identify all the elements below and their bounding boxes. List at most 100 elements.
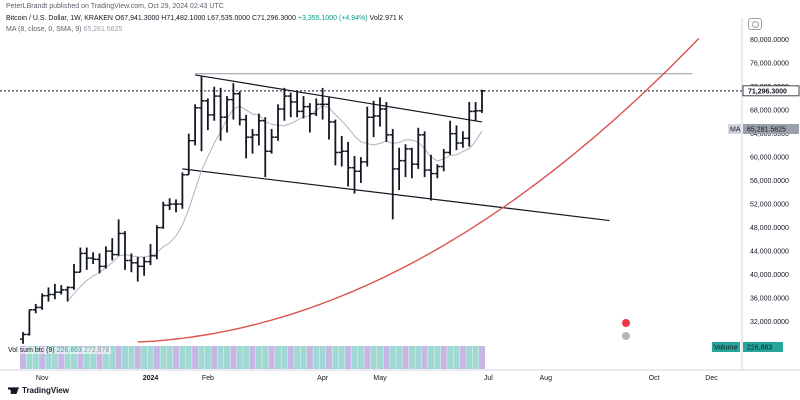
volume-badge-value: 226,863 [747,345,772,352]
ohlc-bar [236,91,243,126]
ohlc-bar [479,89,485,113]
volume-legend[interactable]: Vol sum btc (9) 226,863 272,978 [6,347,112,354]
volume-bar [326,346,332,369]
volume-bar [179,346,186,369]
channel-lines [0,73,742,222]
ohlc-bar [434,164,441,179]
volume-bar [109,346,116,369]
volume-bar [122,346,128,369]
ohlc-bar [402,144,409,178]
ohlc-bar [306,103,313,133]
ohlc-bar [58,285,65,295]
volume-bar [275,346,281,369]
volume-bars [20,346,485,369]
volume-bar [160,346,167,369]
volume-bar [383,346,390,369]
ohlc-bar [351,155,358,194]
ma-badge-value: 65,281.5625 [747,126,786,133]
ohlc-bar [77,247,84,273]
volume-bar [319,346,326,369]
tradingview-brand[interactable]: TradingView [8,386,69,395]
volume-bar [377,346,383,369]
ohlc-bar [20,332,26,344]
ohlc-bar [26,309,33,336]
volume-bar [128,346,135,369]
x-axis[interactable]: Nov 2024 Feb Apr May Jul Aug Oct Dec [36,375,718,382]
ohlc-bar [90,252,97,264]
ma-legend[interactable]: MA (8, close, 0, SMA, 9) 65,281.5625 [6,26,122,33]
ohlc-bar [71,263,77,290]
lower-channel-line [182,168,610,222]
ma-badge-box [743,123,799,134]
y-tick-label: 36,000.0000 [750,296,789,303]
ohlc-bar [421,131,428,178]
volume-bar [115,346,122,369]
ma-badge-tag: MA [730,126,741,133]
volume-bar [357,346,364,369]
volume-bar [26,346,33,369]
chart-grid [0,18,800,371]
ohlc-bar [383,101,390,142]
published-line: PeterLBrandt published on TradingView.co… [6,3,224,10]
volume-bar [217,346,224,369]
volume-bar [345,346,352,369]
ohlc-bar [357,157,364,183]
volume-bar [370,346,377,369]
volume-bar [421,346,428,369]
ohlc-bar [160,201,167,229]
ohlc-bar [217,87,224,141]
volume-bar [408,346,415,369]
ohlc-bar [51,283,58,300]
ohlc-bar [428,154,434,201]
ohlc-bar [294,90,301,118]
ohlc-bar [64,286,71,302]
tradingview-logo-icon [8,387,19,395]
y-tick-label: 56,000.0000 [750,178,789,185]
y-tick-label: 40,000.0000 [750,272,789,279]
ohlc-legend[interactable]: Bitcoin / U.S. Dollar, 1W, KRAKEN O67,94… [6,15,403,22]
volume-bar [236,346,243,369]
y-tick-label: 76,000.0000 [750,61,789,68]
volume-bar [255,346,262,369]
volume-value: Vol2.971 K [369,15,404,22]
price-badge-value: 71,296.3000 [748,88,787,95]
ohlc-bar [370,100,377,138]
flag-icon [622,332,630,340]
volume-bar [39,346,46,369]
y-axis[interactable]: 80,000.000076,000.000072,000.000068,000.… [750,37,789,326]
volume-bar [249,346,256,369]
y-tick-label: 52,000.0000 [750,202,789,209]
volume-bar [141,346,148,369]
ohlc-bar [415,127,422,169]
ohlc-bar [313,98,320,117]
volume-bar [332,346,339,369]
open-value: O67,941.3000 [114,15,160,22]
y-tick-label: 32,000.0000 [750,319,789,326]
ohlc-bar [45,287,52,302]
ohlc-bar [326,97,332,140]
ohlc-bar [447,120,454,155]
ohlc-bar [147,244,154,266]
volume-bar [192,346,199,369]
close-value: C71,296.3000 [251,15,296,22]
volume-bar [58,346,65,369]
volume-bar [77,346,84,369]
camera-icon[interactable] [748,18,762,30]
volume-bar [447,346,454,369]
volume-bar [389,346,396,369]
change-value: +3,355.1000 (+4.94%) [297,15,368,22]
y-tick-label: 48,000.0000 [750,225,789,232]
ohlc-bar [255,113,262,146]
volume-bar [472,346,479,369]
ohlc-bar [128,253,135,273]
x-tick-label: Nov [36,375,49,382]
ohlc-bar [300,96,307,119]
ohlc-bar [39,293,46,310]
ohlc-bar [249,128,256,154]
volume-value-2: 272,978 [83,347,110,354]
ohlc-bar [153,225,160,260]
symbol-name[interactable]: Bitcoin / U.S. Dollar, 1W, KRAKEN [6,15,113,22]
x-tick-label: May [373,375,387,382]
volume-bar [198,346,205,369]
